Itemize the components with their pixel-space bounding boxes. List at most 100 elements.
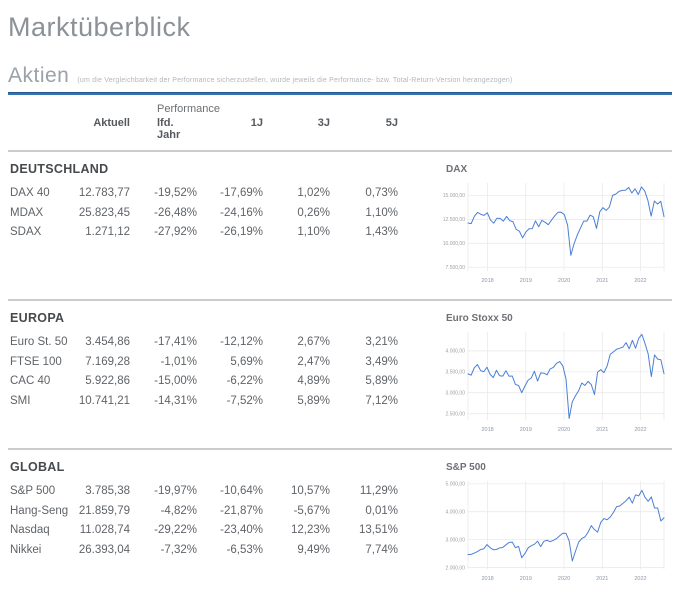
index-value: 1,10% [365, 206, 398, 219]
page-title: Marktüberblick [8, 12, 191, 42]
index-value: -23,40% [220, 524, 263, 536]
index-value: 12,23% [290, 524, 330, 536]
index-value: -21,87% [220, 504, 263, 517]
aktien-section-head: Aktien (um die Vergleichbarkeit der Perf… [8, 64, 672, 88]
index-value: -7,52% [226, 394, 263, 407]
index-value: 11.028,74 [79, 524, 130, 536]
table-row: Euro St. 50 3.454,86 -17,41% -12,12% 2,67% 3,… [10, 333, 398, 353]
index-value: -19,52% [154, 187, 197, 199]
y-axis-tick-label: 12.500,00 [443, 217, 465, 223]
index-value: 3.785,38 [85, 485, 130, 497]
y-axis-tick-label: 4.000,00 [446, 510, 466, 516]
index-value: 5,89% [365, 375, 398, 387]
index-value: 3,49% [365, 355, 398, 368]
chart-block: Euro Stoxx 50 4.000,00 3.500,00 3.000,00 2.5… [440, 311, 672, 448]
index-value: 10.741,21 [78, 394, 130, 407]
x-axis-tick-label: 2022 [634, 278, 646, 284]
x-axis-tick-label: 2022 [634, 576, 646, 582]
y-axis-tick-label: 3.000,00 [446, 537, 466, 543]
index-value: 0,26% [297, 206, 330, 219]
index-value: 7,12% [365, 394, 398, 407]
x-axis-tick-label: 2018 [481, 278, 493, 284]
y-axis-tick-label: 4.000,00 [446, 349, 466, 355]
table-row: SDAX 1.271,12 -27,92% -26,19% 1,10% 1,43% [10, 223, 398, 243]
y-axis-tick-label: 10.000,00 [443, 241, 465, 247]
dax-sparkline-chart: 15.000,00 12.500,00 10.000,00 7.500,00 2018 2… [443, 183, 665, 284]
column-header-row: Aktuell lfd. Jahr 1J 3J 5J [10, 117, 398, 150]
x-axis-tick-label: 2020 [558, 427, 570, 433]
section-title: DEUTSCHLAND [10, 162, 109, 176]
table-row: CAC 40 5.922,86 -15,00% -6,22% 4,89% 5,89% [10, 372, 398, 392]
x-axis-tick-label: 2022 [634, 427, 646, 433]
y-axis-tick-label: 5.000,00 [446, 482, 466, 488]
index-value: -24,16% [220, 206, 263, 219]
index-value: 1,02% [297, 187, 330, 199]
index-value: -10,64% [220, 485, 263, 497]
table-row: Nikkei 26.393,04 -7,32% -6,53% 9,49% 7,74% [10, 541, 398, 561]
index-price-line [467, 333, 665, 419]
chart-title: Euro Stoxx 50 [446, 313, 513, 324]
index-section: GLOBAL S&P 500 3.785,38 -19,97% -10,64% 10,57… [8, 448, 672, 597]
index-value: -26,48% [154, 206, 197, 219]
index-name: MDAX [10, 206, 44, 219]
column-header-aktuell: Aktuell [93, 117, 130, 129]
index-value: -5,67% [293, 504, 330, 517]
index-value: -26,19% [220, 226, 263, 238]
index-value: 3.454,86 [85, 336, 130, 348]
aktien-heading: Aktien [8, 64, 70, 87]
column-header-lfd-jahr: lfd. Jahr [157, 117, 181, 141]
index-value: 1,43% [365, 226, 398, 238]
y-axis-tick-label: 3.000,00 [446, 391, 466, 397]
column-header-1j: 1J [250, 117, 263, 129]
index-value: 1.271,12 [85, 226, 130, 238]
x-axis-tick-label: 2018 [481, 576, 493, 582]
index-name: FTSE 100 [10, 355, 62, 368]
index-section: EUROPA Euro St. 50 3.454,86 -17,41% -12,12% 2… [8, 299, 672, 448]
index-value: -1,01% [160, 355, 197, 368]
section-table: GLOBAL S&P 500 3.785,38 -19,97% -10,64% 10,57… [8, 460, 406, 597]
index-value: -19,97% [154, 485, 197, 497]
table-row: Nasdaq 11.028,74 -29,22% -23,40% 12,23% 13,51… [10, 521, 398, 541]
chart-block: DAX 15.000,00 12.500,00 10.000,00 7.500,00 20… [440, 162, 672, 299]
index-name: CAC 40 [10, 375, 51, 387]
index-value: 25.823,45 [78, 206, 130, 219]
index-name: Hang-Seng [10, 504, 69, 517]
euro-stoxx-50-sparkline-chart: 4.000,00 3.500,00 3.000,00 2.500,00 2018 2019… [446, 332, 665, 433]
table-header: Performance Aktuell lfd. Jahr 1J 3J 5J [8, 95, 672, 150]
index-value: 2,67% [297, 336, 330, 348]
x-axis-tick-label: 2019 [520, 576, 532, 582]
y-axis-tick-label: 3.500,00 [446, 370, 466, 376]
index-value: -12,12% [220, 336, 263, 348]
index-value: 3,21% [365, 336, 398, 348]
section-table: DEUTSCHLAND DAX 40 12.783,77 -19,52% -17,69%… [8, 162, 406, 299]
chart-title: S&P 500 [446, 462, 486, 473]
index-value: 9,49% [297, 543, 330, 556]
accent-divider [8, 92, 672, 95]
y-axis-tick-label: 7.500,00 [446, 265, 466, 271]
index-value: 10,57% [290, 485, 330, 497]
index-name: Nikkei [10, 543, 42, 556]
column-header-5j: 5J [385, 117, 398, 129]
index-value: -6,53% [226, 543, 263, 556]
chart-title: DAX [446, 164, 468, 175]
index-value: 11,29% [359, 485, 398, 497]
chart-block: S&P 500 5.000,00 4.000,00 3.000,00 2.000,00 2… [440, 460, 672, 597]
table-row: S&P 500 3.785,38 -19,97% -10,64% 10,57% 11,29… [10, 482, 398, 502]
table-row: FTSE 100 7.169,28 -1,01% 5,69% 2,47% 3,49% [10, 353, 398, 373]
index-value: 5.922,86 [85, 375, 130, 387]
index-value: -29,22% [154, 524, 197, 536]
index-value: 2,47% [297, 355, 330, 368]
table-row: DAX 40 12.783,77 -19,52% -17,69% 1,02% 0,73% [10, 184, 398, 204]
index-value: 0,01% [365, 504, 398, 517]
x-axis-tick-label: 2021 [596, 278, 608, 284]
column-header-3j: 3J [317, 117, 330, 129]
table-row: SMI 10.741,21 -14,31% -7,52% 5,89% 7,12% [10, 392, 398, 412]
x-axis-tick-label: 2019 [520, 278, 532, 284]
index-value: 1,10% [297, 226, 330, 238]
index-value: 13,51% [358, 524, 398, 536]
index-value: 7,74% [365, 543, 398, 556]
table-row: MDAX 25.823,45 -26,48% -24,16% 0,26% 1,10% [10, 204, 398, 224]
index-value: -7,32% [160, 543, 197, 556]
index-value: -17,41% [154, 336, 197, 348]
index-value: -4,82% [160, 504, 197, 517]
